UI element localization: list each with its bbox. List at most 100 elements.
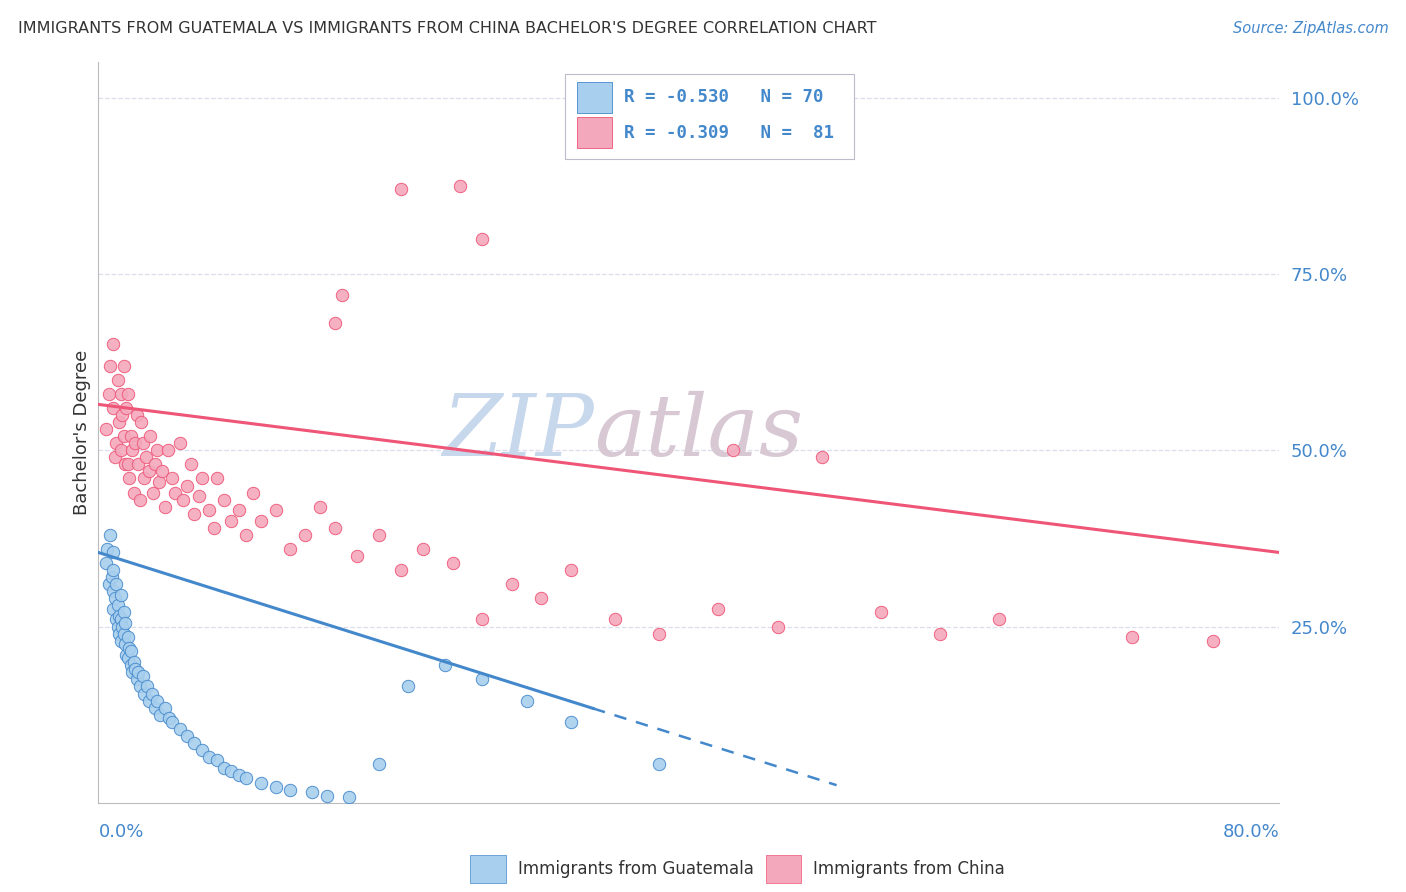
Point	[501, 577, 523, 591]
Point	[156, 443, 179, 458]
Point	[128, 680, 150, 694]
Point	[870, 606, 893, 620]
Point	[316, 789, 339, 803]
Point	[103, 401, 125, 415]
Point	[228, 503, 250, 517]
Point	[115, 401, 138, 415]
Point	[264, 503, 287, 517]
Point	[114, 458, 136, 472]
Point	[110, 612, 132, 626]
Point	[176, 478, 198, 492]
Point	[136, 680, 159, 694]
Point	[122, 485, 145, 500]
Point	[115, 648, 138, 662]
Point	[134, 471, 156, 485]
Point	[235, 528, 257, 542]
Point	[108, 626, 131, 640]
Point	[212, 760, 235, 774]
Point	[124, 662, 146, 676]
Point	[96, 541, 118, 556]
Point	[471, 673, 494, 687]
Point	[107, 599, 129, 613]
Point	[530, 591, 553, 606]
Point	[107, 373, 129, 387]
Point	[125, 408, 148, 422]
Text: R = -0.530   N = 70: R = -0.530 N = 70	[624, 88, 824, 106]
Point	[118, 471, 141, 485]
Point	[165, 485, 187, 500]
Point	[198, 750, 221, 764]
Text: 0.0%: 0.0%	[98, 822, 143, 840]
Point	[309, 500, 332, 514]
Point	[104, 591, 127, 606]
Point	[103, 602, 125, 616]
Point	[766, 619, 789, 633]
Point	[112, 429, 135, 443]
Point	[105, 577, 128, 591]
Point	[139, 429, 162, 443]
Point	[157, 711, 180, 725]
Point	[114, 615, 136, 630]
Point	[648, 757, 671, 772]
Point	[471, 612, 494, 626]
Text: Immigrants from Guatemala: Immigrants from Guatemala	[517, 861, 754, 879]
Point	[127, 665, 149, 680]
Point	[929, 626, 952, 640]
Point	[176, 729, 198, 743]
Point	[368, 528, 391, 542]
Point	[323, 521, 346, 535]
Point	[330, 288, 353, 302]
Point	[94, 556, 117, 570]
Point	[146, 693, 169, 707]
Point	[221, 764, 243, 778]
Point	[124, 436, 146, 450]
Point	[138, 464, 160, 478]
Point	[120, 658, 142, 673]
Point	[142, 485, 165, 500]
Text: Source: ZipAtlas.com: Source: ZipAtlas.com	[1233, 21, 1389, 36]
Point	[104, 450, 127, 465]
Point	[100, 570, 122, 584]
FancyBboxPatch shape	[471, 855, 506, 883]
Text: atlas: atlas	[595, 392, 804, 474]
Point	[434, 658, 457, 673]
Point	[110, 588, 132, 602]
Point	[1202, 633, 1225, 648]
Text: R = -0.309   N =  81: R = -0.309 N = 81	[624, 124, 834, 142]
Point	[449, 178, 471, 193]
Point	[108, 415, 131, 429]
Point	[120, 644, 142, 658]
Point	[103, 337, 125, 351]
Point	[111, 619, 134, 633]
Point	[169, 722, 191, 736]
Point	[202, 521, 225, 535]
Point	[125, 673, 148, 687]
Point	[112, 606, 135, 620]
Point	[187, 489, 209, 503]
Point	[141, 686, 163, 700]
Point	[339, 790, 361, 805]
Point	[516, 693, 538, 707]
Point	[103, 545, 125, 559]
Point	[242, 485, 264, 500]
Point	[560, 563, 582, 577]
Point	[346, 549, 368, 563]
Point	[127, 458, 149, 472]
Point	[105, 612, 128, 626]
Point	[228, 767, 250, 781]
Point	[143, 700, 166, 714]
Point	[1121, 630, 1143, 644]
Point	[198, 503, 221, 517]
Point	[97, 577, 120, 591]
Point	[148, 475, 170, 489]
Point	[389, 563, 412, 577]
Point	[441, 556, 464, 570]
Point	[412, 541, 434, 556]
Point	[169, 436, 191, 450]
Point	[221, 514, 243, 528]
Point	[112, 359, 135, 373]
Y-axis label: Bachelor's Degree: Bachelor's Degree	[73, 350, 91, 516]
Point	[294, 528, 316, 542]
Point	[368, 757, 391, 772]
Point	[149, 707, 172, 722]
